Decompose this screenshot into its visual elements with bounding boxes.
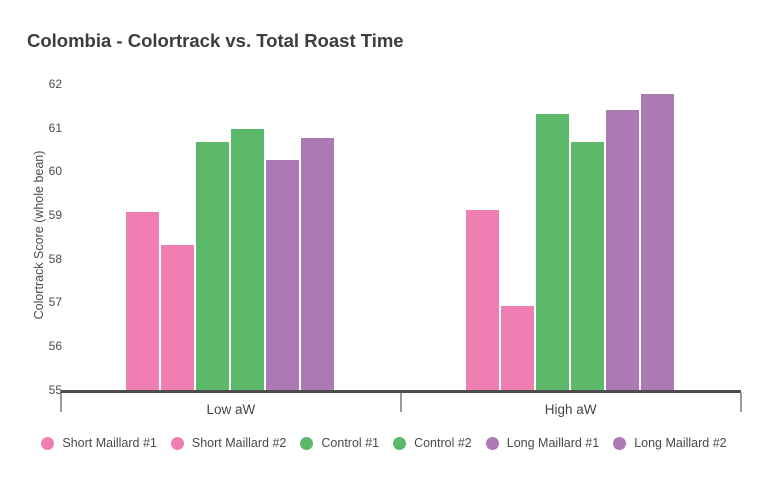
chart-title: Colombia - Colortrack vs. Total Roast Ti… <box>27 30 404 51</box>
y-tick-label: 62 <box>48 77 62 91</box>
legend-swatch-icon <box>170 436 184 450</box>
y-tick-label: 56 <box>48 338 62 353</box>
y-tick-label: 57 <box>48 295 62 310</box>
legend-label: Long Maillard #2 <box>634 436 727 450</box>
legend-item-control-1[interactable]: Control #1 <box>300 436 379 450</box>
legend-label: Long Maillard #1 <box>506 436 600 450</box>
bar-control-1-low-aw[interactable] <box>196 142 229 391</box>
bar-control-2-high-aw[interactable] <box>571 142 604 391</box>
legend-item-short-maillard-2[interactable]: Short Maillard #2 <box>170 436 287 450</box>
legend-item-long-maillard-2[interactable]: Long Maillard #2 <box>613 436 727 450</box>
legend-swatch-icon <box>41 436 55 450</box>
y-tick-label: 61 <box>48 120 62 135</box>
bar-short-maillard-1-high-aw[interactable] <box>466 209 499 391</box>
legend-item-control-2[interactable]: Control #2 <box>393 436 472 450</box>
y-tick-label: 60 <box>48 164 62 179</box>
legend-label: Control #2 <box>414 436 472 450</box>
legend: Short Maillard #1 Short Maillard #2 Contro… <box>0 436 768 450</box>
legend-label: Short Maillard #1 <box>62 436 157 450</box>
legend-label: Control #1 <box>321 436 380 450</box>
y-tick-label: 58 <box>48 251 62 266</box>
legend-swatch-icon <box>393 436 407 450</box>
x-axis-tick <box>60 393 62 412</box>
bar-long-maillard-2-low-aw[interactable] <box>301 137 334 391</box>
bar-long-maillard-2-high-aw[interactable] <box>641 94 674 391</box>
bar-long-maillard-1-low-aw[interactable] <box>266 159 299 391</box>
bar-control-1-high-aw[interactable] <box>536 113 569 391</box>
legend-item-short-maillard-1[interactable]: Short Maillard #1 <box>41 436 157 450</box>
legend-label: Short Maillard #2 <box>191 436 287 450</box>
bar-long-maillard-1-high-aw[interactable] <box>606 109 639 391</box>
bar-short-maillard-1-low-aw[interactable] <box>126 212 159 391</box>
y-tick-label: 55 <box>48 382 62 397</box>
x-axis-line <box>61 390 741 393</box>
x-category-label-high-aw: High aW <box>544 402 597 417</box>
x-axis-tick <box>399 393 402 412</box>
bar-short-maillard-2-low-aw[interactable] <box>161 244 194 391</box>
legend-item-long-maillard-1[interactable]: Long Maillard #1 <box>485 436 600 450</box>
legend-swatch-icon <box>300 436 314 450</box>
x-category-label-low-aw: Low aW <box>206 402 256 417</box>
legend-swatch-icon <box>613 436 627 450</box>
bar-control-2-low-aw[interactable] <box>231 129 264 391</box>
x-axis-tick <box>739 393 742 412</box>
bar-short-maillard-2-high-aw[interactable] <box>501 305 534 391</box>
y-tick-label: 59 <box>48 207 62 222</box>
legend-swatch-icon <box>485 436 499 450</box>
